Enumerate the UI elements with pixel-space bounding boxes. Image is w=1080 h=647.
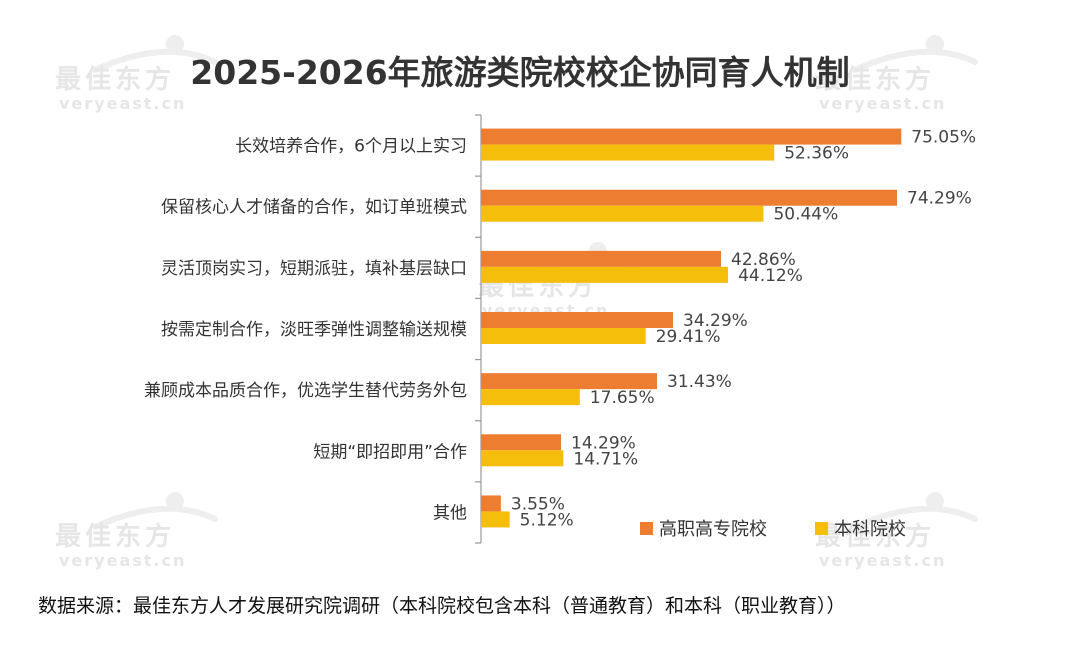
data-label: 50.44% <box>773 205 838 225</box>
watermark-subtext: veryeast.cn <box>819 94 946 113</box>
bar-higher-vocational <box>481 373 658 390</box>
data-label: 34.29% <box>683 311 748 331</box>
data-label: 74.29% <box>907 189 972 209</box>
category-label: 兼顾成本品质合作，优选学生替代劳务外包 <box>144 381 467 401</box>
data-label: 42.86% <box>731 250 796 270</box>
data-label: 5.12% <box>520 510 574 530</box>
bar-higher-vocational <box>481 312 674 328</box>
watermark-text: 最佳东方 <box>55 521 175 552</box>
plot-area: 长效培养合作，6个月以上实习 75.05% 52.36% 保留核心人才储备的合作，如订… <box>144 114 976 544</box>
data-label: 52.36% <box>784 144 849 164</box>
watermark-subtext: veryeast.cn <box>59 551 186 570</box>
legend-swatch <box>640 522 653 535</box>
category-label: 其他 <box>433 503 467 523</box>
category-label: 长效培养合作，6个月以上实习 <box>235 137 467 157</box>
bar-higher-vocational <box>481 128 902 145</box>
data-label: 31.43% <box>667 372 732 392</box>
legend-item: 本科院校 <box>815 519 906 540</box>
bar-higher-vocational <box>481 189 898 206</box>
watermark-text: 最佳东方 <box>815 64 935 95</box>
category-label: 短期“即招即用”合作 <box>313 442 467 462</box>
bar-undergraduate <box>481 328 646 344</box>
bar-higher-vocational <box>481 250 722 267</box>
bar-higher-vocational <box>481 434 562 451</box>
watermark-subtext: veryeast.cn <box>819 551 946 570</box>
bar-undergraduate <box>481 389 580 406</box>
data-label: 3.55% <box>511 494 565 514</box>
chart-title: 2025-2026年旅游类院校校企协同育人机制 <box>190 53 849 92</box>
data-label: 14.71% <box>573 449 638 469</box>
watermark-subtext: veryeast.cn <box>59 94 186 113</box>
legend-label: 高职高专院校 <box>659 519 767 540</box>
data-label: 17.65% <box>590 388 655 408</box>
data-label: 14.29% <box>571 433 636 453</box>
bar-undergraduate <box>481 450 564 467</box>
watermarks: 最佳东方veryeast.cn最佳东方veryeast.cn最佳东方veryea… <box>55 35 978 570</box>
bar-undergraduate <box>481 144 775 161</box>
source-note: 数据来源：最佳东方人才发展研究院调研（本科院校包含本科（普通教育）和本科（职业教… <box>38 595 846 617</box>
category-label: 按需定制合作，淡旺季弹性调整输送规模 <box>161 320 467 340</box>
watermark-text: 最佳东方 <box>815 521 935 552</box>
legend-swatch <box>815 522 828 535</box>
legend-label: 本科院校 <box>834 519 906 540</box>
legend-item: 高职高专院校 <box>640 519 767 540</box>
data-label: 29.41% <box>656 327 721 347</box>
category-label: 保留核心人才储备的合作，如订单班模式 <box>161 198 467 218</box>
bar-higher-vocational <box>481 495 501 512</box>
data-label: 75.05% <box>911 128 976 148</box>
watermark-text: 最佳东方 <box>55 64 175 95</box>
category-label: 灵活顶岗实习，短期派驻，填补基层缺口 <box>161 259 467 279</box>
legend: 高职高专院校 本科院校 <box>640 519 906 540</box>
bar-undergraduate <box>481 266 729 283</box>
data-label: 44.12% <box>738 266 803 286</box>
bar-undergraduate <box>481 511 510 528</box>
bar-undergraduate <box>481 205 764 222</box>
